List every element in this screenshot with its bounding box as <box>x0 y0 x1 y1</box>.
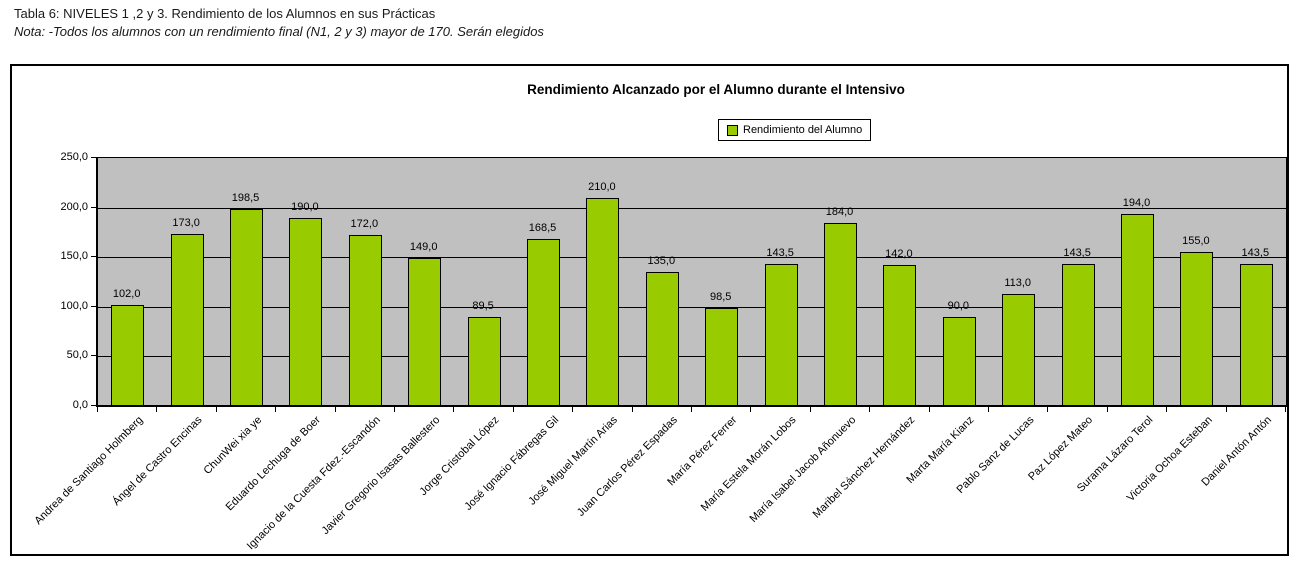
bar <box>1061 263 1095 406</box>
x-axis-tick-mark <box>1166 407 1168 412</box>
x-axis-tick-mark <box>512 407 514 412</box>
bar-value-label: 168,5 <box>528 221 557 234</box>
y-axis-tick-label: 50,0 <box>66 349 88 362</box>
bar <box>942 316 976 406</box>
x-axis-tick-mark <box>572 407 574 412</box>
x-axis-tick-mark <box>275 407 277 412</box>
table-note: Nota: -Todos los alumnos con un rendimie… <box>14 24 544 39</box>
bar <box>230 209 263 406</box>
category-label: Javier Gregorio Isasas Ballestero <box>319 414 443 538</box>
bar-value-label: 143,5 <box>766 246 794 259</box>
x-axis-tick-mark <box>1225 407 1227 412</box>
y-axis-tick-mark <box>91 305 97 307</box>
category-label: Paz López Mateo <box>1026 414 1096 484</box>
bar-value-label: 113,0 <box>1004 276 1032 289</box>
x-axis-tick-mark <box>869 407 871 412</box>
gridline <box>98 207 1286 209</box>
bar <box>824 223 857 406</box>
bar-value-label: 98,5 <box>709 291 732 304</box>
y-axis-tick-mark <box>91 157 97 158</box>
bar <box>467 317 501 406</box>
x-axis-line <box>96 405 1286 407</box>
bar <box>764 263 798 406</box>
x-axis-tick-mark <box>1047 407 1049 412</box>
x-axis-tick-mark <box>97 407 98 412</box>
bar <box>1121 213 1154 406</box>
category-label: Ignacio de la Cuesta Fdez.-Escandón <box>244 414 383 553</box>
bar <box>1239 263 1273 406</box>
y-axis-tick-label: 150,0 <box>60 250 88 263</box>
x-axis-tick-mark <box>691 407 692 412</box>
x-axis-tick-mark <box>215 407 217 412</box>
x-axis-tick-mark <box>631 407 633 412</box>
y-axis-tick-label: 250,0 <box>60 151 88 163</box>
legend-swatch-icon <box>727 124 738 136</box>
y-axis-tick-label: 0,0 <box>72 399 88 411</box>
x-axis-tick-mark <box>453 407 455 412</box>
y-axis-tick-mark <box>91 405 97 406</box>
bar <box>170 234 204 406</box>
y-axis-tick-mark <box>91 355 97 357</box>
legend: Rendimiento del Alumno <box>718 119 872 141</box>
bar <box>408 258 442 406</box>
category-label: María Estela Morán Lobos <box>698 414 799 514</box>
bar-value-label: 89,5 <box>472 300 494 313</box>
y-axis-tick-mark <box>91 206 97 208</box>
gridline <box>98 306 1286 308</box>
y-axis-tick-mark <box>91 256 97 258</box>
bar-value-label: 143,5 <box>1241 246 1270 259</box>
y-axis-line <box>96 157 98 407</box>
bar-value-label: 90,0 <box>947 299 969 312</box>
x-axis-tick-mark <box>988 407 989 412</box>
chart-frame: Rendimiento Alcanzado por el Alumno dura… <box>10 64 1289 556</box>
bar-value-label: 102,0 <box>112 287 141 300</box>
x-axis-tick-mark <box>394 407 395 412</box>
bar <box>111 304 145 406</box>
category-label: Andrea de Santiago Holmberg <box>32 414 146 528</box>
x-axis-tick-mark <box>928 407 930 412</box>
bar <box>586 197 620 406</box>
bar-value-label: 172,0 <box>350 218 379 231</box>
bar <box>348 235 382 406</box>
table-caption: Tabla 6: NIVELES 1 ,2 y 3. Rendimiento d… <box>14 6 436 21</box>
bar <box>1180 252 1214 406</box>
y-axis-tick-label: 100,0 <box>60 299 88 312</box>
bar <box>705 308 739 406</box>
chart-title: Rendimiento Alcanzado por el Alumno dura… <box>527 82 905 97</box>
y-axis-tick-label: 200,0 <box>60 200 88 213</box>
bar-value-label: 184,0 <box>825 206 854 219</box>
bar-value-label: 135,0 <box>647 255 676 268</box>
bar <box>289 217 323 406</box>
bar-value-label: 194,0 <box>1122 196 1151 209</box>
document-header: Tabla 6: NIVELES 1 ,2 y 3. Rendimiento d… <box>14 5 544 41</box>
bar-value-label: 198,5 <box>231 192 260 205</box>
bar-value-label: 155,0 <box>1182 235 1210 248</box>
bar-value-label: 143,5 <box>1063 246 1091 259</box>
bar-value-label: 210,0 <box>588 180 616 193</box>
category-label: ChunWei xia ye <box>201 414 264 477</box>
bar-value-label: 190,0 <box>291 200 319 213</box>
category-label: Maribel Sánchez Hernández <box>810 414 918 521</box>
legend-label: Rendimiento del Alumno <box>743 124 863 136</box>
x-axis-tick-mark <box>334 407 336 412</box>
x-axis-tick-mark <box>809 407 811 412</box>
bar-value-label: 142,0 <box>885 248 913 261</box>
bar-value-label: 149,0 <box>409 241 438 254</box>
category-label: María Isabel Jacob Añonuevo <box>747 414 858 525</box>
bar <box>645 272 679 406</box>
bar <box>527 238 560 406</box>
bar-value-label: 173,0 <box>172 217 200 230</box>
bar <box>1002 293 1036 406</box>
x-axis-tick-mark <box>156 407 158 412</box>
x-axis-tick-mark <box>1106 407 1108 412</box>
x-axis-tick-mark <box>750 407 752 412</box>
gridline <box>98 257 1286 259</box>
plot-area <box>97 157 1287 407</box>
category-label: Juan Carlos Pérez Espadas <box>574 414 680 519</box>
gridline <box>98 356 1286 358</box>
bar <box>883 265 917 406</box>
x-axis-tick-mark <box>1285 407 1286 412</box>
